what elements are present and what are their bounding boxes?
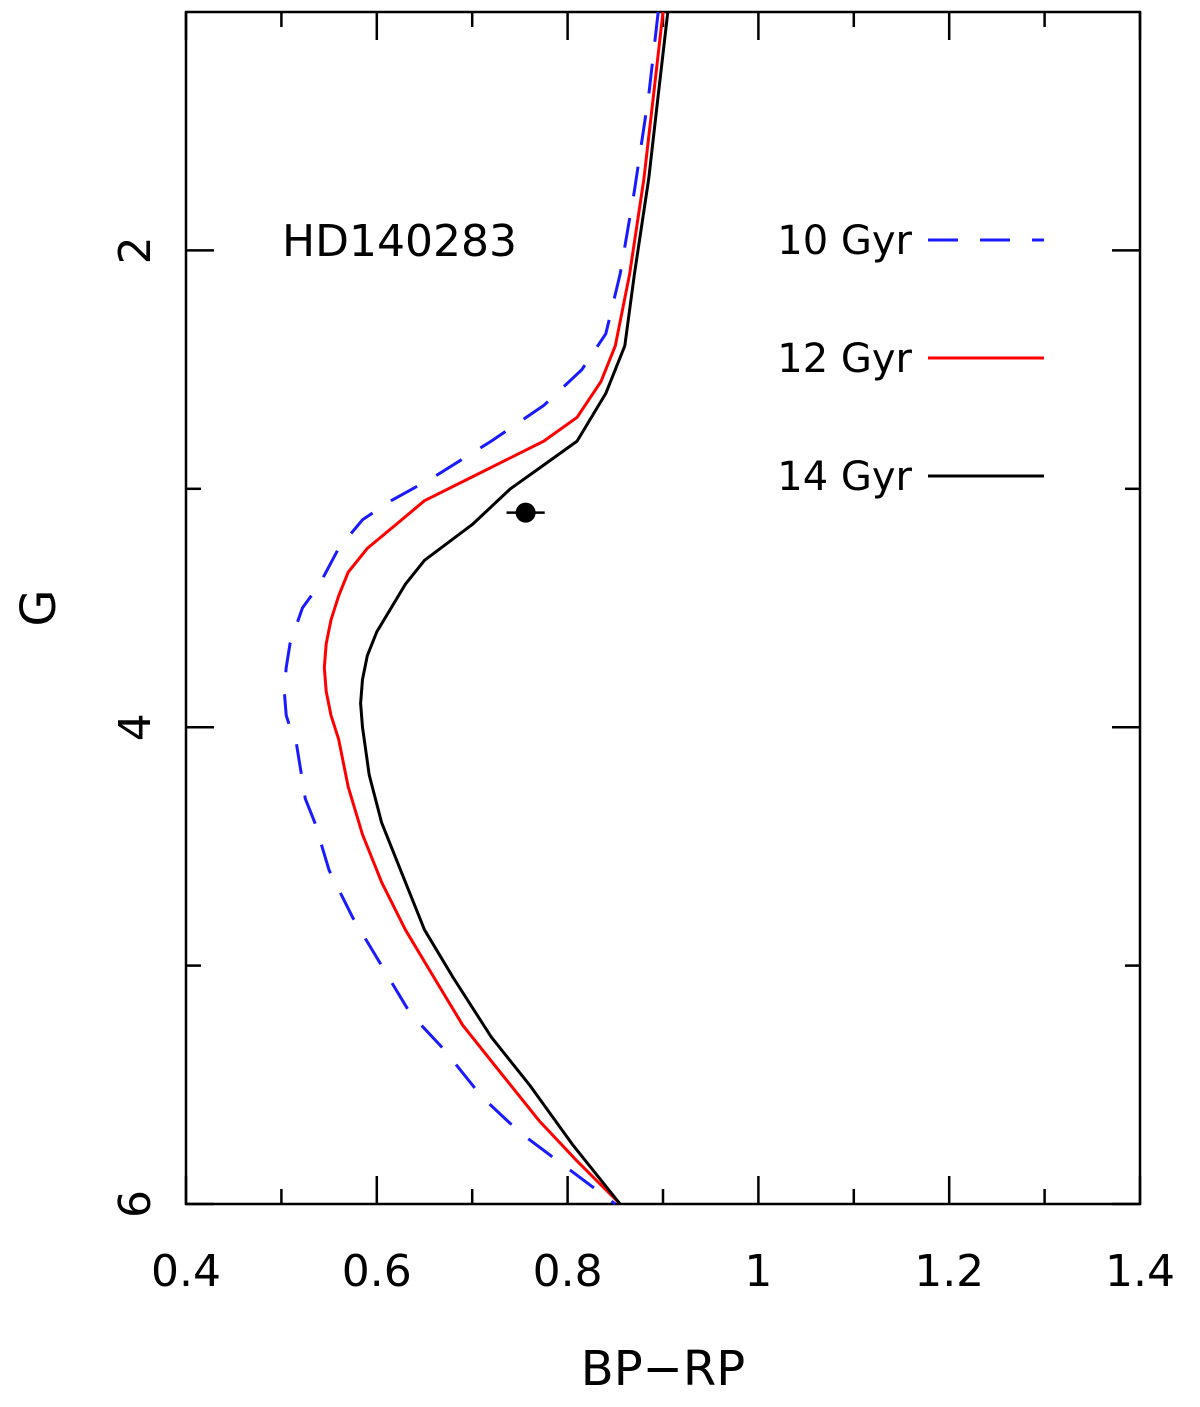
x-tick-label: 1 [744, 1246, 772, 1297]
x-tick-label: 1.2 [914, 1246, 984, 1297]
x-tick-label: 0.4 [151, 1246, 221, 1297]
legend-label: 10 Gyr [777, 218, 912, 264]
isochrone-12-gyr [322, 11, 665, 1206]
axis-ticks: 0.4 0.6 0.8 1 1.2 1.4 2 4 6 [110, 12, 1175, 1297]
isochrone-series [282, 11, 670, 1206]
x-tick-label: 0.6 [342, 1246, 412, 1297]
plot-frame [184, 10, 1142, 1206]
isochrone-14-gyr [359, 11, 670, 1205]
y-tick-label: 4 [110, 713, 161, 741]
x-tick-label: 0.8 [533, 1246, 603, 1297]
x-axis-title: BP−RP [581, 1341, 745, 1397]
isochrone-10-gyr [282, 11, 660, 1206]
legend: 10 Gyr 12 Gyr 14 Gyr [777, 218, 1044, 500]
y-tick-label: 2 [110, 236, 161, 264]
y-tick-label: 6 [110, 1190, 161, 1218]
legend-label: 14 Gyr [777, 454, 912, 500]
y-axis-title: G [11, 589, 67, 626]
star-annotation: HD140283 [282, 216, 517, 267]
data-point-layer [506, 502, 545, 523]
data-point-marker [515, 502, 536, 523]
x-tick-label: 1.4 [1105, 1246, 1175, 1297]
legend-label: 12 Gyr [777, 336, 912, 382]
